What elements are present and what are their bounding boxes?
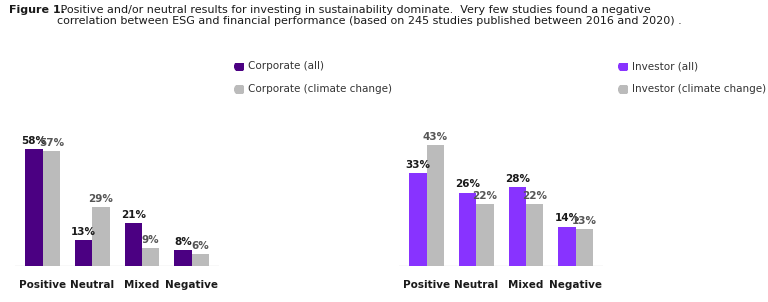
Text: 13%: 13% <box>71 226 96 236</box>
Text: 57%: 57% <box>39 138 64 148</box>
Text: 13%: 13% <box>571 216 597 226</box>
Text: Investor (climate change): Investor (climate change) <box>632 84 766 94</box>
Text: Neutral: Neutral <box>70 280 114 290</box>
Text: 26%: 26% <box>455 179 480 189</box>
Bar <box>43 151 60 266</box>
Bar <box>142 248 159 266</box>
Text: 29%: 29% <box>88 194 114 204</box>
Text: 22%: 22% <box>522 191 547 201</box>
Text: Negative: Negative <box>549 280 602 290</box>
Bar <box>459 193 476 266</box>
Text: Mixed: Mixed <box>124 280 160 290</box>
Bar <box>191 254 209 266</box>
Bar <box>508 187 526 266</box>
Text: Figure 1.: Figure 1. <box>9 5 65 14</box>
Text: 9%: 9% <box>142 235 160 245</box>
Text: 6%: 6% <box>191 241 209 251</box>
Text: 21%: 21% <box>121 210 146 220</box>
Text: 22%: 22% <box>472 191 498 201</box>
Bar <box>124 223 142 266</box>
Text: 58%: 58% <box>22 136 47 146</box>
Text: Investor (all): Investor (all) <box>632 61 698 72</box>
Bar <box>75 239 92 266</box>
Bar <box>575 229 593 266</box>
Text: 28%: 28% <box>505 174 530 184</box>
Bar <box>25 149 43 266</box>
Text: Corporate (climate change): Corporate (climate change) <box>248 84 392 94</box>
Text: Positive: Positive <box>403 280 450 290</box>
Bar <box>558 226 575 266</box>
Bar <box>409 173 427 266</box>
Text: Mixed: Mixed <box>508 280 544 290</box>
Text: Positive and/or neutral results for investing in sustainability dominate.  Very : Positive and/or neutral results for inve… <box>57 5 681 26</box>
Text: 33%: 33% <box>406 160 431 170</box>
Bar <box>476 204 494 266</box>
Text: 8%: 8% <box>174 237 192 247</box>
Text: 43%: 43% <box>423 132 448 142</box>
Bar <box>526 204 543 266</box>
Text: Positive: Positive <box>19 280 66 290</box>
Text: Neutral: Neutral <box>454 280 498 290</box>
Bar <box>92 207 110 266</box>
Bar <box>174 250 191 266</box>
Text: Negative: Negative <box>165 280 218 290</box>
Text: 14%: 14% <box>554 213 579 223</box>
Bar <box>427 145 444 266</box>
Text: Corporate (all): Corporate (all) <box>248 61 324 72</box>
